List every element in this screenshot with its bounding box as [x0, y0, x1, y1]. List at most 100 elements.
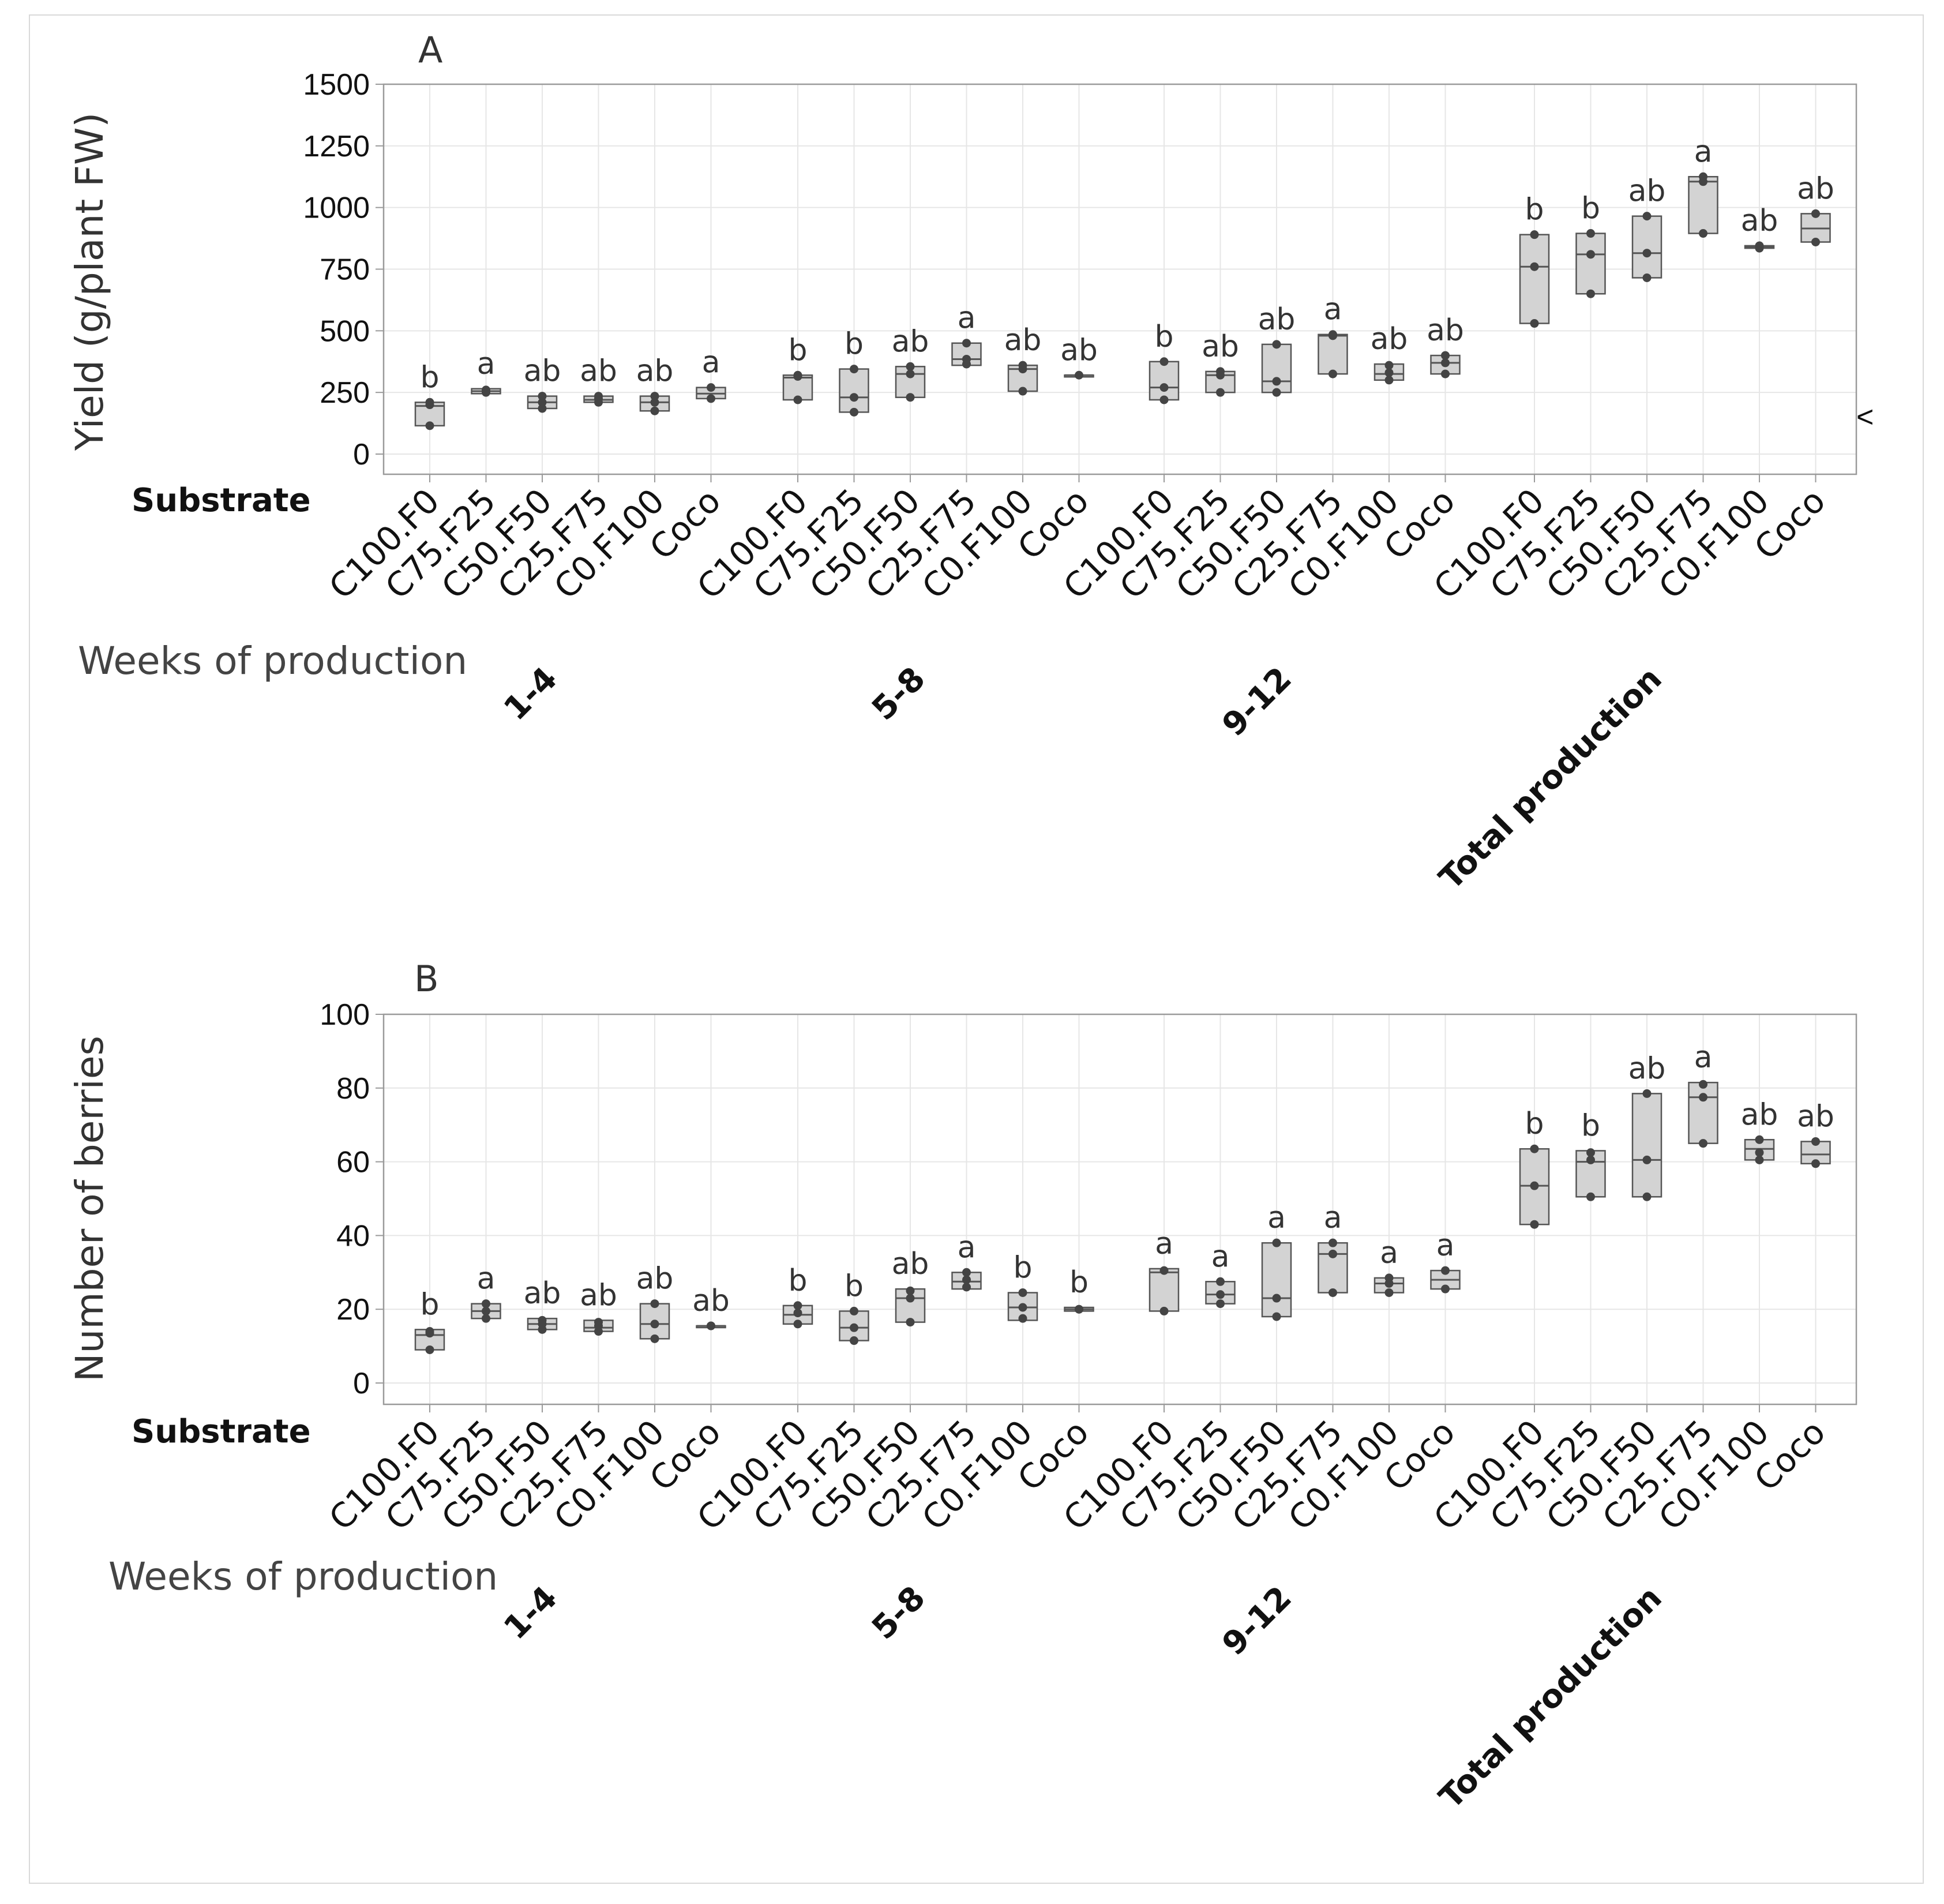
panel-a-total-production-c50-f50-point — [1642, 212, 1652, 221]
figure-frame — [29, 14, 1924, 1884]
panel-b-1-4-c0-f100-point — [650, 1320, 659, 1329]
panel-b-total-production-c100-f0-point — [1530, 1144, 1539, 1153]
panel-a-9-12-c100-f0-letter: b — [1154, 320, 1173, 354]
panel-a-5-8-c50-f50-point — [906, 393, 915, 402]
panel-b-9-12-c50-f50-point — [1272, 1294, 1281, 1303]
panel-a-9-12-c50-f50-letter: ab — [1258, 302, 1296, 337]
panel-a-ytick-label: 750 — [320, 253, 370, 287]
panel-a-1-4-c50-f50-point — [538, 392, 547, 401]
panel-a-ytick-label: 1500 — [303, 68, 370, 102]
panel-a-group-label: 1-4 — [497, 660, 565, 728]
panel-b-ytick-label: 0 — [353, 1367, 370, 1400]
panel-a-9-12-coco-point — [1441, 369, 1450, 378]
panel-a-ytick-label: 0 — [353, 438, 370, 471]
panel-a-total-production-c75-f25-point — [1586, 229, 1595, 238]
panel-b-total-production-c50-f50-box — [1631, 1093, 1662, 1198]
panel-a-1-4-c50-f50-point — [538, 404, 547, 413]
panel-b-group-label: 1-4 — [497, 1579, 565, 1647]
panel-b-9-12-c25-f75-letter: a — [1324, 1201, 1342, 1235]
panel-b-total-production-c75-f25-point — [1586, 1192, 1595, 1201]
panel-a-9-12-c50-f50-point — [1272, 388, 1281, 397]
panel-b-1-4-c0-f100-letter: ab — [636, 1262, 674, 1296]
panel-b-1-4-c25-f75-letter: ab — [580, 1278, 617, 1313]
panel-b-1-4-c75-f25-letter: a — [477, 1262, 496, 1296]
panel-a-group-label: Total production — [1432, 660, 1669, 897]
panel-b-group-label: 9-12 — [1215, 1579, 1299, 1663]
panel-b-5-8-c50-f50-point — [906, 1286, 915, 1295]
panel-a-9-12-c75-f25-point — [1216, 367, 1225, 376]
panel-b-1-4-c0-f100-point — [650, 1334, 659, 1343]
panel-b-total-production-c25-f75-point — [1699, 1093, 1707, 1102]
panel-a-1-4-c0-f100-letter: ab — [636, 354, 674, 389]
panel-b-5-8-c0-f100-letter: b — [1013, 1250, 1032, 1285]
panel-a-9-12-c0-f100-point — [1384, 368, 1394, 377]
panel-b-total-production-c50-f50-point — [1642, 1089, 1652, 1098]
panel-a-plot-frame — [382, 83, 1857, 475]
panel-a-group-label: 9-12 — [1215, 660, 1299, 744]
panel-b-ytick-label: 40 — [336, 1219, 370, 1253]
panel-a-5-8-c50-f50-point — [906, 362, 915, 371]
panel-b-plot-frame — [382, 1013, 1857, 1405]
panel-b-5-8-c100-f0-point — [793, 1301, 802, 1310]
panel-b-9-12-c75-f25-letter: a — [1211, 1239, 1230, 1274]
panel-b-9-12-c75-f25-point — [1216, 1290, 1225, 1299]
panel-a-total-production-coco-letter: ab — [1797, 171, 1834, 206]
panel-b-1-4-c75-f25-point — [482, 1306, 490, 1315]
panel-a-5-8-c100-f0-letter: b — [788, 333, 807, 368]
panel-b-9-12-c75-f25-point — [1216, 1299, 1225, 1309]
panel-a-1-4-c50-f50-letter: ab — [524, 354, 561, 389]
panel-b-5-8-c50-f50-point — [906, 1294, 915, 1303]
panel-a-1-4-c75-f25-letter: a — [477, 347, 496, 381]
panel-a-x-title: Substrate — [132, 482, 311, 519]
panel-a-5-8-c0-f100-letter: ab — [1004, 323, 1042, 358]
panel-b-total-production-c0-f100-point — [1755, 1135, 1764, 1144]
panel-b-5-8-c25-f75-point — [962, 1275, 971, 1284]
panel-b-5-8-c0-f100-point — [1018, 1288, 1027, 1297]
panel-a-ytick-label: 1000 — [303, 192, 370, 225]
panel-a-total-production-c50-f50-point — [1642, 273, 1652, 282]
panel-a-5-8-c75-f25-box — [839, 368, 869, 413]
panel-b-9-12-c100-f0-box — [1149, 1268, 1180, 1312]
panel-a-total-production-c75-f25-box — [1575, 233, 1606, 295]
panel-a-total-production-coco-point — [1811, 237, 1820, 246]
panel-b-9-12-c100-f0-point — [1159, 1266, 1169, 1275]
panel-a-5-8-c100-f0-point — [793, 370, 802, 380]
panel-b-1-4-c100-f0-point — [425, 1327, 434, 1336]
panel-a-total-production-c25-f75-point — [1699, 229, 1707, 238]
panel-a-group-title: Weeks of production — [78, 639, 467, 683]
panel-b-9-12-c50-f50-point — [1272, 1238, 1281, 1247]
panel-b-total-production-c75-f25-letter: b — [1581, 1108, 1600, 1143]
panel-b-9-12-c25-f75-point — [1328, 1288, 1337, 1297]
panel-b-total-production-coco-point — [1811, 1137, 1820, 1146]
panel-a-5-8-c0-f100-point — [1018, 361, 1027, 370]
panel-a-9-12-c100-f0-point — [1159, 395, 1169, 404]
panel-a-9-12-c75-f25-letter: ab — [1202, 329, 1239, 364]
panel-a-total-production-c50-f50-point — [1642, 249, 1652, 258]
panel-b-total-production-c0-f100-point — [1755, 1155, 1764, 1164]
panel-a-total-production-c100-f0-point — [1530, 319, 1539, 328]
panel-a-total-production-coco-point — [1811, 209, 1820, 218]
panel-b-total-production-coco-letter: ab — [1797, 1099, 1834, 1134]
panel-a-9-12-coco-letter: ab — [1427, 313, 1464, 348]
panel-a-ytick-label: 1250 — [303, 130, 370, 163]
panel-a-5-8-c75-f25-point — [850, 393, 858, 402]
panel-b-5-8-coco-letter: b — [1069, 1265, 1089, 1300]
panel-b-ytick-label: 60 — [336, 1146, 370, 1179]
panel-b-panel-label: B — [414, 958, 439, 1000]
panel-a-9-12-c50-f50-point — [1272, 340, 1281, 349]
panel-a-1-4-coco-letter: a — [702, 346, 720, 380]
panel-a-9-12-c0-f100-point — [1384, 361, 1394, 370]
panel-a-9-12-c100-f0-point — [1159, 383, 1169, 392]
panel-b-9-12-coco-point — [1441, 1266, 1450, 1275]
panel-b-x-title: Substrate — [132, 1413, 311, 1451]
panel-a-1-4-c25-f75-letter: ab — [580, 354, 617, 389]
panel-b-total-production-c50-f50-point — [1642, 1155, 1652, 1164]
panel-b-9-12-coco-point — [1441, 1284, 1450, 1294]
panel-a-total-production-c25-f75-letter: a — [1694, 134, 1713, 169]
panel-a-5-8-coco-point — [1075, 370, 1083, 380]
panel-a-total-production-c75-f25-point — [1586, 250, 1595, 259]
panel-a-1-4-c0-f100-point — [650, 392, 659, 401]
panel-a-group-label: 5-8 — [865, 660, 933, 728]
panel-a-total-production-c100-f0-point — [1530, 262, 1539, 271]
panel-a-ytick-label: 250 — [320, 376, 370, 410]
